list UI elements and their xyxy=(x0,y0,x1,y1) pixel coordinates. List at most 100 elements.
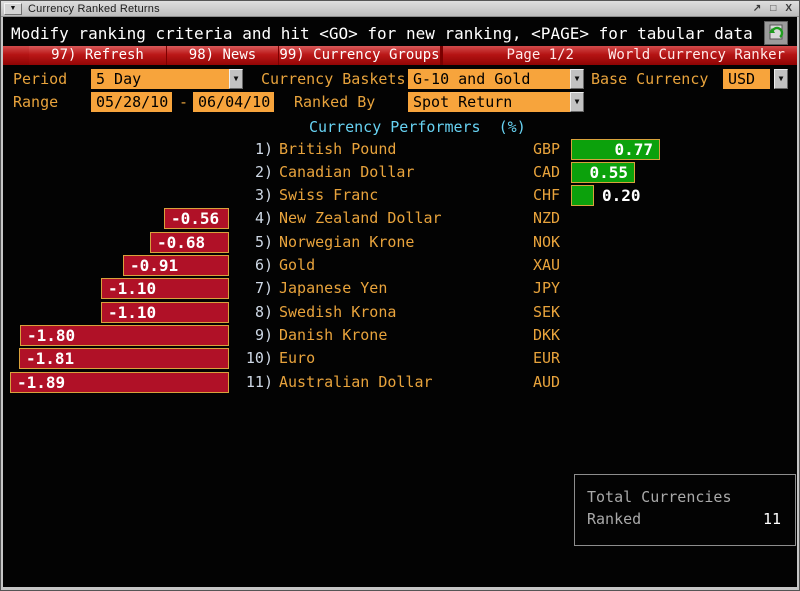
currency-code: XAU xyxy=(533,256,561,274)
range-separator: - xyxy=(179,93,189,111)
currency-name: Norwegian Krone xyxy=(279,232,415,251)
green-arrow-icon xyxy=(769,24,784,40)
negative-return-bar: -1.89 xyxy=(10,371,229,393)
currency-code: NZD xyxy=(533,209,561,228)
ranked-by-dropdown-arrow-icon[interactable]: ▼ xyxy=(570,92,584,112)
currency-code: CHF xyxy=(533,186,561,205)
chart-row[interactable]: 3) Swiss Franc CHF 0.20 xyxy=(3,184,797,207)
chart-row[interactable]: 8) Swedish Krona SEK -1.10 xyxy=(3,301,797,324)
window-menu-button[interactable]: ▼ xyxy=(4,2,22,15)
bar-value-label: -1.81 xyxy=(26,349,75,369)
ranked-by-label: Ranked By xyxy=(294,93,376,111)
row-rank: 11) xyxy=(245,372,273,391)
chart-row[interactable]: 4) New Zealand Dollar NZD -0.56 xyxy=(3,207,797,230)
app-title: World Currency Ranker xyxy=(607,47,785,63)
period-select[interactable]: 5 Day xyxy=(91,69,229,89)
row-rank: 3) xyxy=(254,186,273,205)
close-icon[interactable]: X xyxy=(785,3,792,14)
negative-return-bar: -1.10 xyxy=(101,278,229,300)
currency-name: Euro xyxy=(279,349,316,368)
currency-name: New Zealand Dollar xyxy=(279,209,442,228)
bar-value-label: 0.55 xyxy=(589,162,628,182)
row-rank: 7) xyxy=(254,279,273,298)
positive-return-bar xyxy=(571,185,594,207)
range-label: Range xyxy=(13,93,59,111)
chart-row[interactable]: 2) Canadian Dollar CAD 0.55 xyxy=(3,161,797,184)
currency-name: Gold xyxy=(279,256,316,274)
toolbar-refresh-button[interactable]: 97) Refresh xyxy=(29,46,167,65)
bar-value-label: -1.10 xyxy=(108,302,157,322)
chart-row[interactable]: 5) Norwegian Krone NOK -0.68 xyxy=(3,231,797,254)
row-rank: 1) xyxy=(254,139,273,158)
negative-return-bar: -0.56 xyxy=(164,208,229,230)
titlebar: ▼ Currency Ranked Returns ↗ □ X xyxy=(1,1,799,17)
currency-code: GBP xyxy=(533,139,561,158)
currency-code: JPY xyxy=(533,279,561,298)
bar-value-label: -0.91 xyxy=(130,256,179,275)
row-rank: 8) xyxy=(254,302,273,321)
red-toolbar: 97) Refresh 98) News 99) Currency Groups… xyxy=(3,46,797,65)
row-rank: 6) xyxy=(254,256,273,274)
period-dropdown-arrow-icon[interactable]: ▼ xyxy=(229,69,243,89)
bar-value-label: -1.10 xyxy=(108,279,157,299)
restore-icon[interactable]: ↗ xyxy=(752,3,762,14)
chart-row[interactable]: 6) Gold XAU -0.91 xyxy=(3,254,797,277)
positive-return-bar: 0.55 xyxy=(571,161,635,183)
chart-row[interactable]: 10) Euro EUR -1.81 xyxy=(3,347,797,370)
toolbar-divider xyxy=(441,46,443,65)
base-currency-select[interactable]: USD xyxy=(723,69,770,89)
currency-code: DKK xyxy=(533,325,561,344)
currency-name: Japanese Yen xyxy=(279,279,388,298)
maximize-icon[interactable]: □ xyxy=(770,3,777,14)
chart-title: Currency Performers (%) xyxy=(309,118,526,136)
chart-row[interactable]: 7) Japanese Yen JPY -1.10 xyxy=(3,277,797,300)
bar-value-label: -1.80 xyxy=(27,325,76,345)
chart-row[interactable]: 9) Danish Krone DKK -1.80 xyxy=(3,324,797,347)
currency-name: Swedish Krona xyxy=(279,302,397,321)
currency-baskets-dropdown-arrow-icon[interactable]: ▼ xyxy=(570,69,584,89)
total-currencies-box: Total Currencies Ranked 11 xyxy=(574,474,796,546)
bar-value-label: 0.77 xyxy=(614,139,653,159)
total-currencies-label-line2: Ranked xyxy=(587,510,642,528)
period-label: Period xyxy=(13,70,68,88)
currency-name: Canadian Dollar xyxy=(279,162,415,181)
base-currency-dropdown-arrow-icon[interactable]: ▼ xyxy=(774,69,788,89)
row-rank: 2) xyxy=(254,162,273,181)
currency-code: CAD xyxy=(533,162,561,181)
chart-row[interactable]: 11) Australian Dollar AUD -1.89 xyxy=(3,371,797,394)
bar-value-label: 0.20 xyxy=(602,186,641,206)
toolbar-news-button[interactable]: 98) News xyxy=(167,46,279,65)
toolbar-currency-groups-button[interactable]: 99) Currency Groups xyxy=(279,46,441,65)
range-from-input[interactable]: 05/28/10 xyxy=(91,92,172,112)
chart-row[interactable]: 1) British Pound GBP 0.77 xyxy=(3,138,797,161)
terminal-content: Modify ranking criteria and hit <GO> for… xyxy=(3,17,797,587)
currency-code: AUD xyxy=(533,372,561,391)
page-indicator: Page 1/2 xyxy=(506,47,574,63)
range-to-input[interactable]: 06/04/10 xyxy=(193,92,274,112)
currency-code: NOK xyxy=(533,232,561,251)
currency-baskets-select[interactable]: G-10 and Gold xyxy=(408,69,570,89)
negative-return-bar: -1.10 xyxy=(101,301,229,323)
row-rank: 4) xyxy=(254,209,273,228)
currency-name: British Pound xyxy=(279,139,397,158)
negative-return-bar: -0.68 xyxy=(150,231,229,253)
total-currencies-value: 11 xyxy=(762,510,781,528)
negative-return-bar: -0.91 xyxy=(123,255,229,276)
currency-code: EUR xyxy=(533,349,561,368)
bar-value-label: -0.68 xyxy=(157,232,206,252)
row-rank: 9) xyxy=(254,325,273,344)
currency-name: Danish Krone xyxy=(279,325,388,344)
status-message: Modify ranking criteria and hit <GO> for… xyxy=(11,24,753,43)
row-rank: 10) xyxy=(245,349,273,368)
go-back-icon[interactable] xyxy=(764,21,788,45)
bar-value-label: -1.89 xyxy=(17,372,66,392)
total-currencies-label-line1: Total Currencies xyxy=(587,488,732,506)
negative-return-bar: -1.80 xyxy=(20,324,229,346)
ranked-by-select[interactable]: Spot Return xyxy=(408,92,570,112)
bar-value-label: -0.56 xyxy=(171,209,220,229)
currency-name: Australian Dollar xyxy=(279,372,433,391)
row-rank: 5) xyxy=(254,232,273,251)
currency-baskets-label: Currency Baskets xyxy=(261,70,406,88)
positive-return-bar: 0.77 xyxy=(571,138,660,160)
